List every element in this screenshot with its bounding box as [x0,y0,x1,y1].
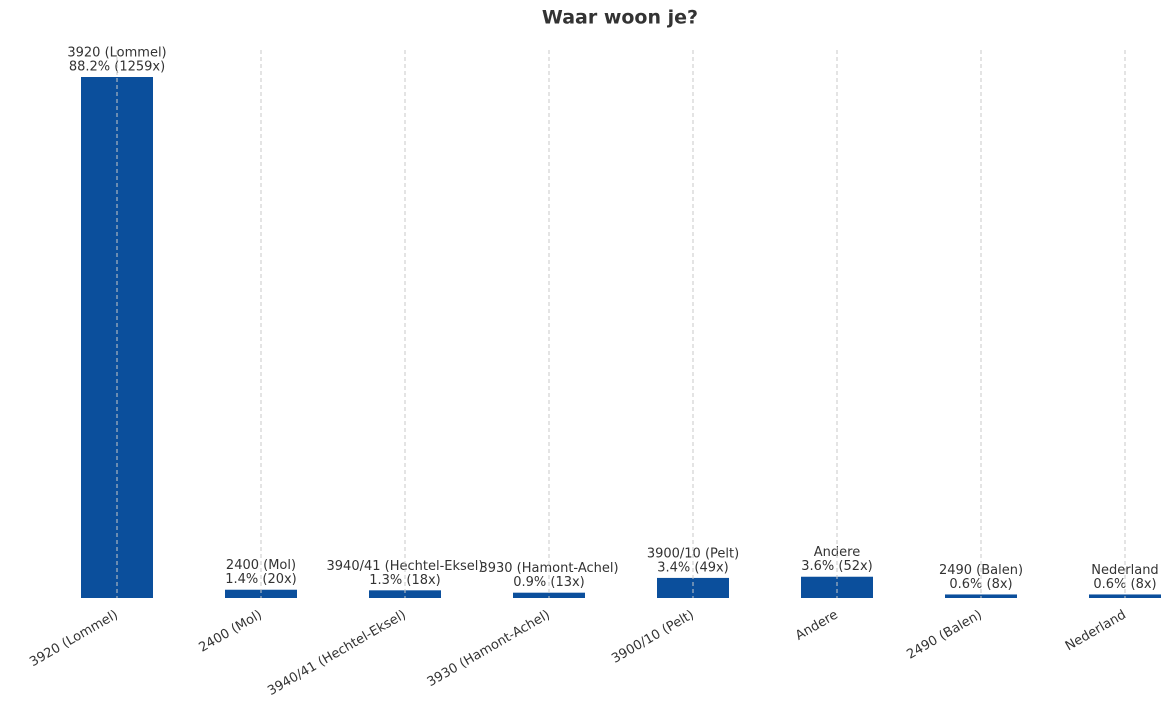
chart-title: Waar woon je? [542,7,698,29]
data-label: 1.3% (18x) [369,573,441,588]
data-label: 3.6% (52x) [801,559,873,574]
x-tick-label: Andere [793,608,841,644]
bar [657,577,729,598]
data-label-name: 2400 (Mol) [226,558,296,573]
bar [801,576,873,598]
x-tick-label: 2400 (Mol) [196,608,264,656]
data-label-name: Andere [814,545,860,560]
x-tick-label: 3900/10 (Pelt) [609,608,696,667]
x-tick-label: 2490 (Balen) [904,608,984,663]
bar [369,590,441,598]
data-label-name: 3940/41 (Hechtel-Eksel) [327,559,484,574]
x-tick-label: 3940/41 (Hechtel-Eksel) [265,608,408,699]
data-label: 1.4% (20x) [225,572,297,587]
x-tick-label: 3930 (Hamont-Achel) [425,608,553,691]
data-label-name: 3900/10 (Pelt) [647,546,739,561]
x-tick-label: Nederland [1063,608,1129,655]
bar [225,589,297,598]
bar [513,592,585,598]
data-label: 3.4% (49x) [657,560,729,575]
x-tick-label: 3920 (Lommel) [27,608,120,671]
